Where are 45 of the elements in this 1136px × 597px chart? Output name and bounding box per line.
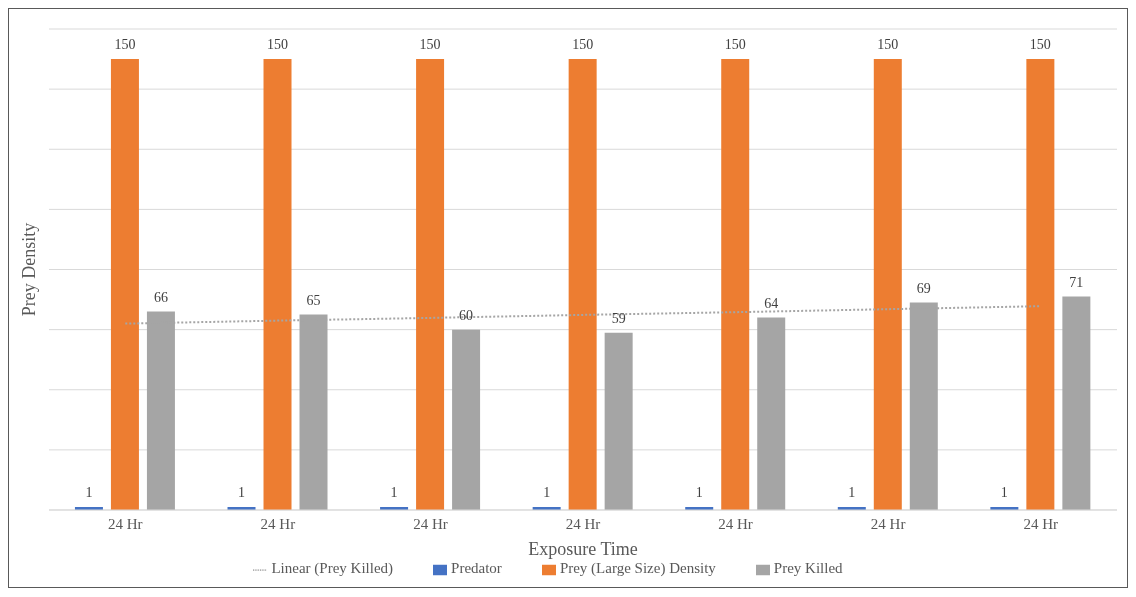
data-label: 69: [916, 280, 931, 296]
data-label: 65: [306, 292, 321, 308]
data-label: 150: [419, 37, 441, 53]
x-tick-label: 24 Hr: [260, 515, 296, 532]
legend-label: Prey Killed: [773, 560, 843, 576]
data-label: 71: [1069, 274, 1084, 290]
bar: [110, 59, 139, 510]
data-label: 64: [764, 295, 779, 311]
bar: [1062, 296, 1091, 510]
data-label: 150: [724, 37, 746, 53]
bar: [873, 59, 902, 510]
y-axis-title: Prey Density: [19, 222, 40, 317]
data-label: 1: [390, 484, 398, 500]
legend-label: Predator: [451, 560, 502, 576]
data-label: 150: [572, 37, 594, 53]
data-label: 1: [695, 484, 703, 500]
bar: [721, 59, 750, 510]
legend-label: Prey (Large Size) Density: [559, 560, 716, 576]
data-label: 1: [543, 484, 551, 500]
data-label: 1: [238, 484, 246, 500]
data-label: 66: [153, 289, 168, 305]
data-label: 1: [848, 484, 856, 500]
data-label: 150: [877, 37, 899, 53]
data-label: 1: [85, 484, 93, 500]
bar: [263, 59, 292, 510]
x-axis-title: Exposure Time: [528, 539, 638, 559]
x-tick-label: 24 Hr: [565, 515, 601, 532]
bar: [452, 329, 481, 510]
bar: [757, 317, 786, 510]
bar: [604, 332, 633, 510]
x-tick-label: 24 Hr: [413, 515, 448, 532]
bar: [416, 59, 445, 510]
x-tick-label: 24 Hr: [718, 515, 753, 532]
x-tick-label: 24 Hr: [870, 515, 906, 532]
legend-label: Linear (Prey Killed): [271, 560, 394, 576]
data-label: 59: [611, 310, 626, 326]
bar: [568, 59, 597, 510]
data-label: 1: [1000, 484, 1008, 500]
data-label: 150: [267, 37, 289, 53]
x-tick-label: 24 Hr: [108, 515, 143, 532]
x-tick-label: 24 Hr: [1023, 515, 1059, 532]
data-label: 150: [114, 37, 136, 53]
bar: [1026, 59, 1055, 510]
data-label: 150: [1029, 37, 1051, 53]
data-label: 60: [459, 307, 474, 323]
